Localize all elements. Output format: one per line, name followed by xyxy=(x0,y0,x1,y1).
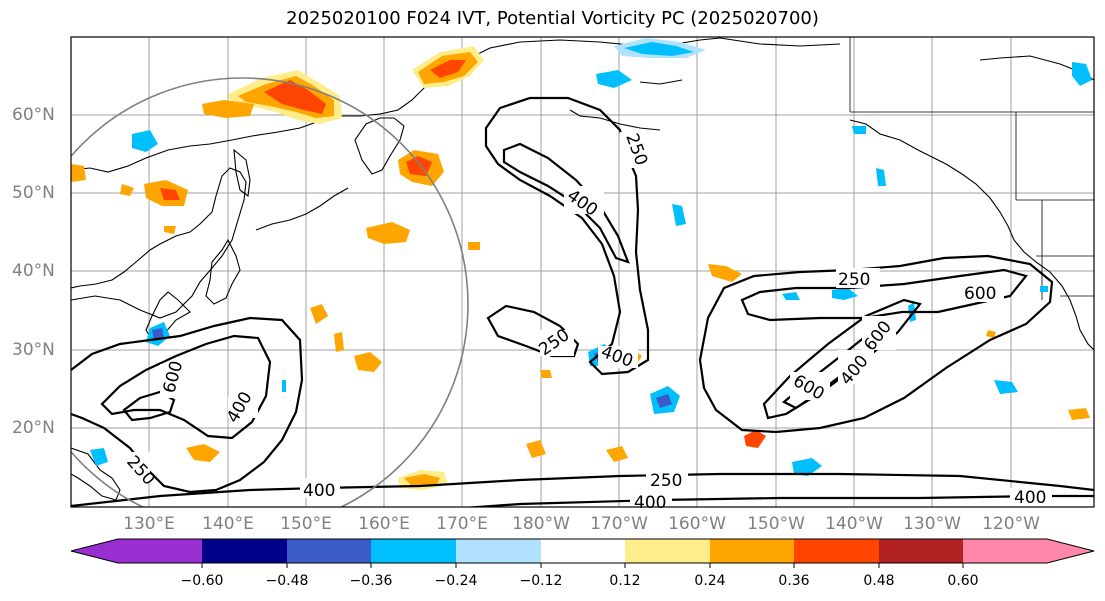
lon-label: 130°E xyxy=(123,514,175,534)
contour-label: 250 xyxy=(650,471,682,491)
colorbar-tick-label: 0.60 xyxy=(947,573,979,589)
colorbar-tick-label: 0.12 xyxy=(609,573,641,589)
lon-label: 170°E xyxy=(436,514,488,534)
lon-label: 140°E xyxy=(202,514,254,534)
lon-label: 180°W xyxy=(512,514,570,534)
lat-label: 30°N xyxy=(12,340,55,360)
colorbar-tick-label: 0.48 xyxy=(863,573,895,589)
contour-label: 400 xyxy=(303,481,335,501)
colorbar-tick-label: −0.60 xyxy=(180,573,224,589)
colorbar-tick-label: −0.12 xyxy=(519,573,563,589)
contour-label: 250 xyxy=(838,270,870,290)
colorbar xyxy=(70,538,1095,568)
lat-label: 60°N xyxy=(12,105,55,125)
lon-label: 160°W xyxy=(668,514,726,534)
lat-label: 50°N xyxy=(12,183,55,203)
coastlines xyxy=(71,37,1094,501)
colorbar-tick-label: 0.36 xyxy=(778,573,810,589)
map-title: 2025020100 F024 IVT, Potential Vorticity… xyxy=(286,8,819,29)
lon-label: 160°E xyxy=(358,514,410,534)
contour-label: 600 xyxy=(964,284,996,304)
political-borders xyxy=(849,37,1094,300)
lat-label: 40°N xyxy=(12,261,55,281)
graticule xyxy=(71,37,1094,507)
lat-label: 20°N xyxy=(12,418,55,438)
colorbar-tick-label: −0.36 xyxy=(349,573,393,589)
lon-label: 120°W xyxy=(982,514,1040,534)
colorbar-tick-label: −0.48 xyxy=(265,573,309,589)
contour-label-group: 600 400 250 400 250 400 250 400 250 600 … xyxy=(120,131,1052,513)
lon-label: 150°W xyxy=(747,514,805,534)
contour-label: 400 xyxy=(634,493,666,513)
lon-label: 150°E xyxy=(280,514,332,534)
lon-label: 130°W xyxy=(903,514,961,534)
range-circle xyxy=(71,77,469,507)
colorbar-tick-label: −0.24 xyxy=(434,573,478,589)
lon-label: 170°W xyxy=(590,514,648,534)
colorbar-tick-label: 0.24 xyxy=(694,573,726,589)
contour-label: 400 xyxy=(1014,488,1046,508)
map-frame xyxy=(70,36,1095,508)
lon-label: 140°W xyxy=(825,514,883,534)
